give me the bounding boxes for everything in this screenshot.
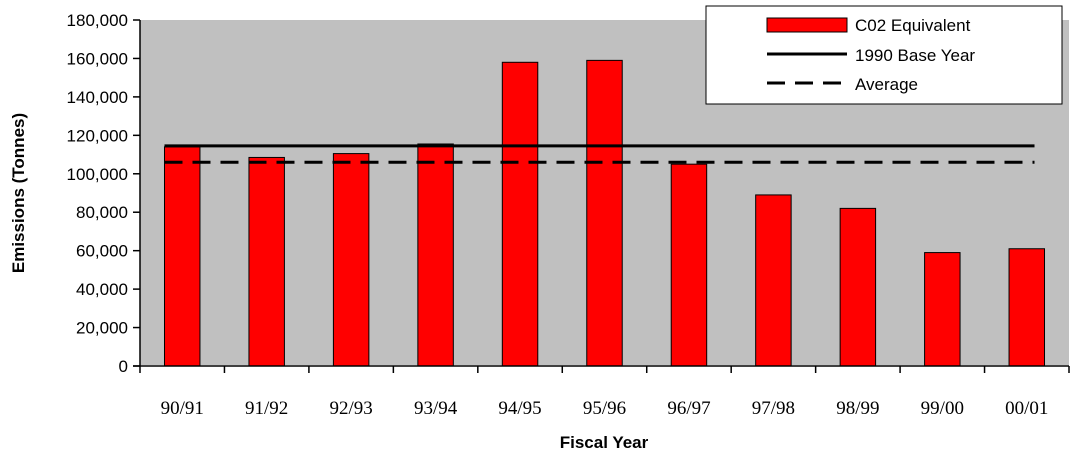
bar-98-99 — [839, 207, 877, 367]
bar-93-94 — [417, 143, 454, 367]
x-axis-title: Fiscal Year — [560, 433, 649, 452]
reference-lines-group — [164, 144, 1035, 164]
x-tick-label: 97/98 — [752, 398, 795, 419]
legend-label-base-year: 1990 Base Year — [855, 46, 975, 65]
bar-91-92 — [248, 156, 285, 367]
legend-swatch-bar — [766, 17, 848, 33]
bar-99-00 — [924, 252, 961, 367]
y-ticks-group: 0 20,000 40,000 60,000 80,000 100,000 120,000 1… — [67, 11, 140, 376]
bar-00-01 — [1008, 248, 1046, 367]
x-tick-label: 92/93 — [329, 398, 372, 419]
bars-group — [163, 59, 1046, 367]
bar-95-96 — [586, 59, 623, 367]
bar-96-97 — [670, 163, 708, 367]
bar-90-91 — [163, 146, 201, 367]
y-tick-label: 180,000 — [67, 11, 128, 30]
x-tick-label: 00/01 — [1005, 398, 1048, 419]
legend-label-average: Average — [855, 75, 918, 94]
y-tick-label: 140,000 — [67, 88, 128, 107]
y-tick-label: 80,000 — [76, 203, 128, 222]
x-tick-label: 99/00 — [921, 398, 964, 419]
bar-97-98 — [755, 194, 792, 367]
legend-box — [705, 5, 1063, 105]
x-tick-label: 94/95 — [498, 398, 541, 419]
y-axis-title: Emissions (Tonnes) — [9, 113, 28, 273]
y-tick-label: 40,000 — [76, 280, 128, 299]
y-tick-label: 160,000 — [67, 49, 128, 68]
bar-92-93 — [332, 153, 370, 367]
y-tick-label: 120,000 — [67, 126, 128, 145]
x-tick-label: 96/97 — [667, 398, 710, 419]
x-tick-label: 90/91 — [161, 398, 204, 419]
bar-94-95 — [501, 61, 539, 367]
legend-label-co2: C02 Equivalent — [855, 16, 971, 35]
x-ticks-group: 90/91 91/92 92/93 93/94 94/95 95/96 96/97 97/98… — [139, 366, 1070, 419]
x-tick-label: 93/94 — [414, 398, 458, 419]
y-tick-label: 0 — [119, 357, 128, 376]
y-tick-label: 100,000 — [67, 165, 128, 184]
x-tick-label: 98/99 — [836, 398, 879, 419]
x-tick-label: 91/92 — [245, 398, 288, 419]
y-tick-label: 20,000 — [76, 319, 128, 338]
x-tick-label: 95/96 — [583, 398, 626, 419]
legend: C02 Equivalent 1990 Base Year Average — [705, 5, 1063, 105]
y-tick-label: 60,000 — [76, 242, 128, 261]
